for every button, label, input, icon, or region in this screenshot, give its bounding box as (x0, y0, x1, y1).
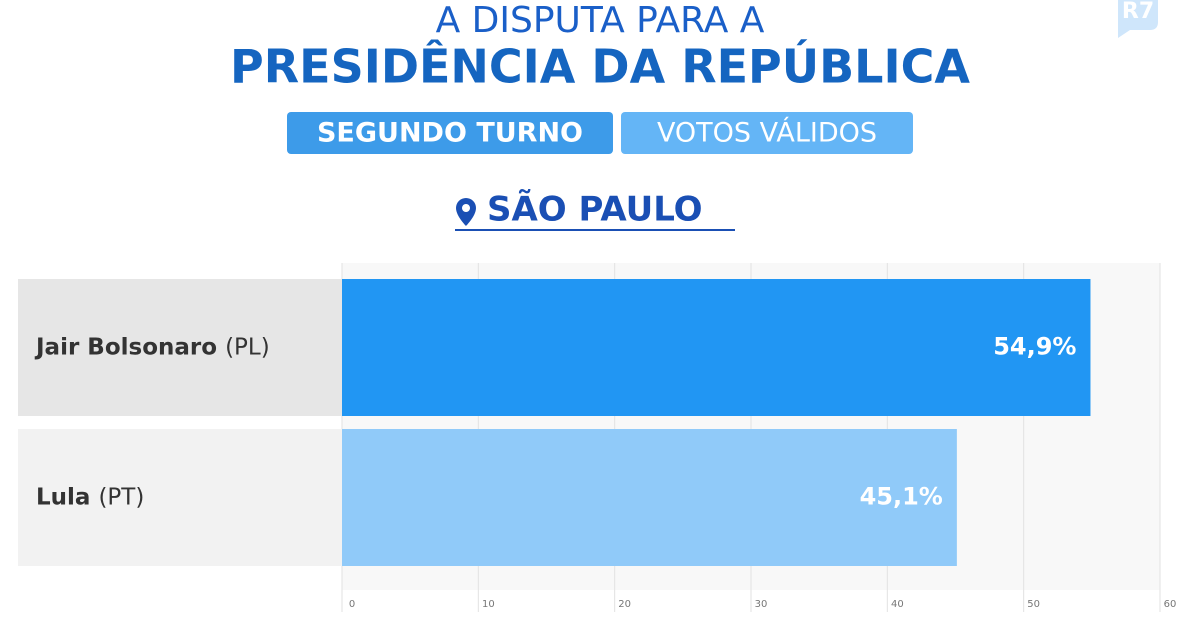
bar (342, 429, 957, 566)
badge: SEGUNDO TURNO (317, 118, 583, 149)
value-label: 45,1% (860, 483, 943, 511)
badge-background (287, 112, 613, 154)
x-tick-label: 50 (1027, 599, 1040, 610)
location: SÃO PAULO (487, 189, 703, 230)
badge-background (621, 112, 913, 154)
badge: VOTOS VÁLIDOS (657, 117, 877, 149)
bar (342, 279, 1091, 416)
chart-title: A DISPUTA PARA A (436, 0, 765, 41)
x-tick-label: 40 (891, 599, 904, 610)
location-pin (456, 198, 476, 226)
x-tick-label: 30 (755, 599, 768, 610)
chart-subtitle: PRESIDÊNCIA DA REPÚBLICA (230, 40, 970, 94)
value-label: 54,9% (993, 333, 1076, 361)
x-tick-label: 10 (482, 599, 495, 610)
party: (PT) (98, 484, 144, 510)
x-tick-label: 60 (1164, 599, 1177, 610)
party: (PL) (225, 334, 270, 360)
candidate-name: Lula (36, 484, 90, 510)
category-label: Jair Bolsonaro (PL) (34, 334, 270, 360)
category-label: Lula (PT) (36, 484, 144, 510)
x-tick-label: 20 (618, 599, 631, 610)
x-tick-label: 0 (349, 599, 355, 610)
logo: R7 (1122, 0, 1154, 24)
row-label-background (18, 429, 342, 566)
candidate-name: Jair Bolsonaro (34, 334, 217, 360)
logo-badge (1118, 0, 1158, 38)
row-label-background (18, 279, 342, 416)
